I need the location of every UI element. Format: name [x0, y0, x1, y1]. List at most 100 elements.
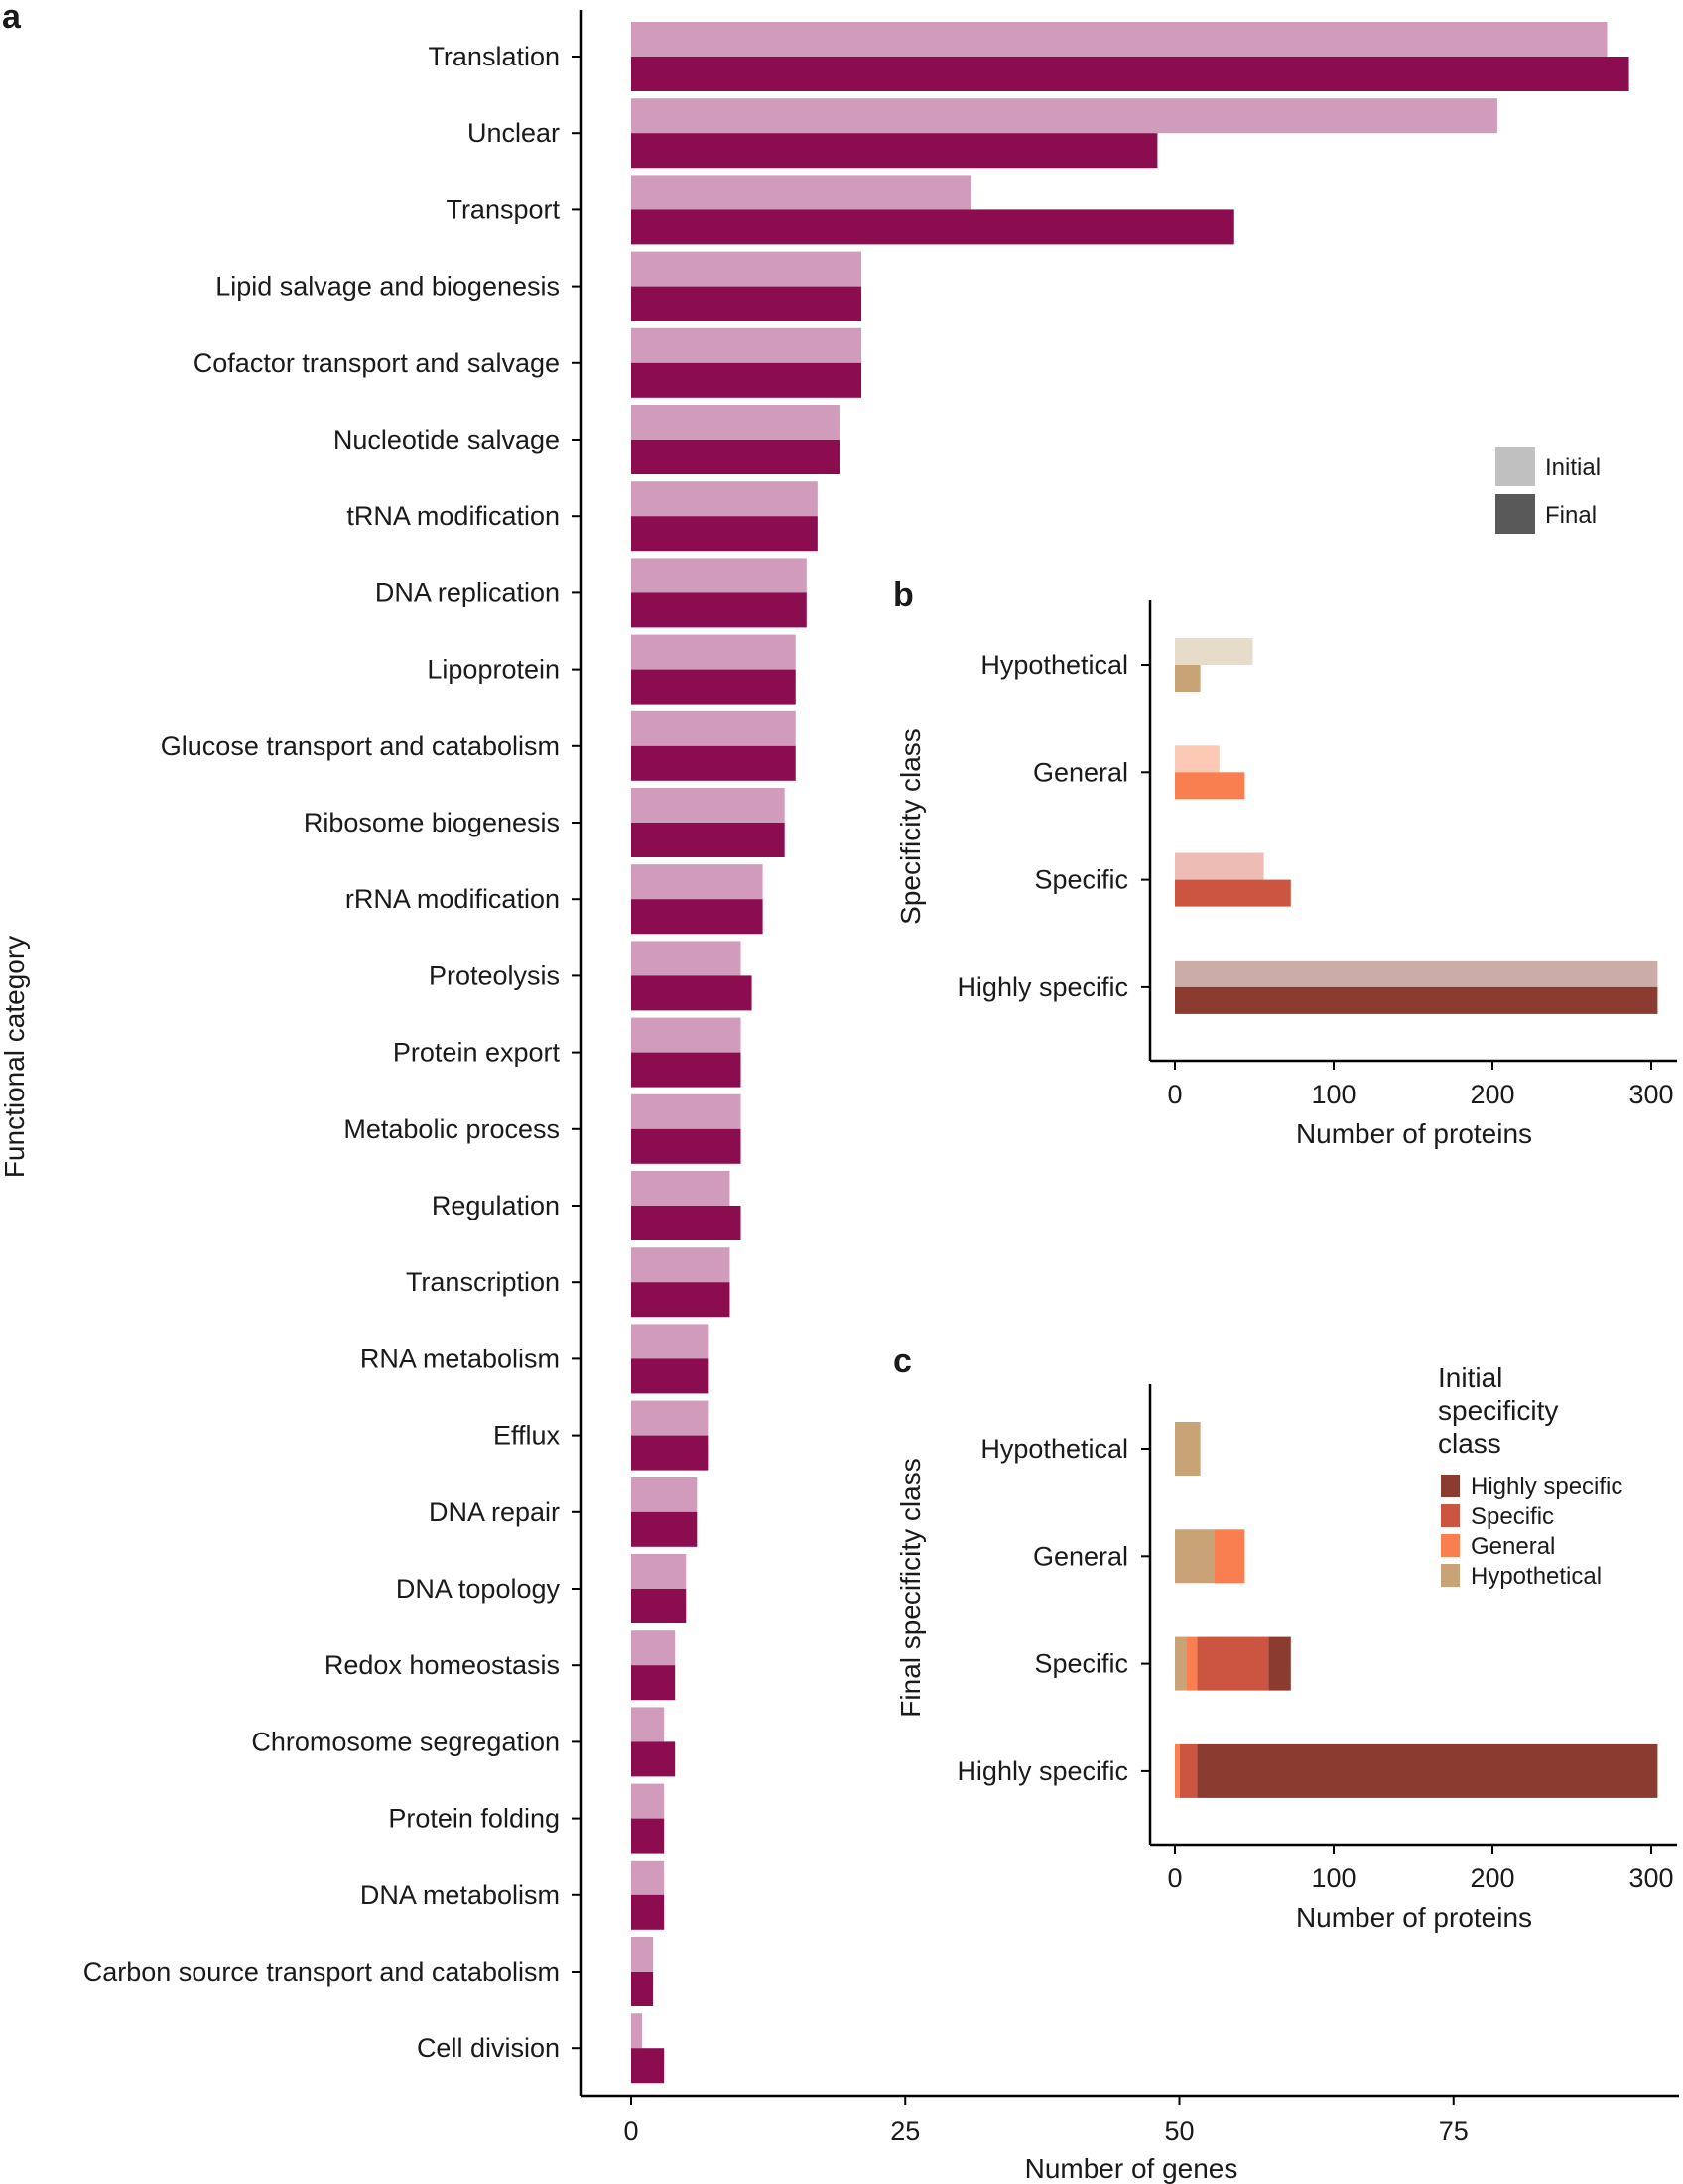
- y-tick-label: Regulation: [432, 1191, 560, 1220]
- y-tick-label: Redox homeostasis: [324, 1650, 560, 1680]
- bar-initial-trna-modification: [631, 481, 818, 517]
- bar-initial-cofactor-transport-and-salvage: [631, 327, 862, 363]
- bar-initial-specific-final-highly-specific: [1179, 1743, 1198, 1798]
- legend-swatch-specific: [1441, 1504, 1460, 1527]
- y-tick-label: General: [1033, 1541, 1128, 1571]
- bar-final-transport: [631, 209, 1234, 245]
- x-tick-label: 25: [890, 2117, 920, 2146]
- bar-final-ribosome-biogenesis: [631, 823, 785, 857]
- legend-swatch-highly-specific: [1441, 1475, 1460, 1497]
- y-tick-label: Hypothetical: [980, 650, 1128, 680]
- bar-final-dna-replication: [631, 592, 807, 628]
- bar-final-cofactor-transport-and-salvage: [631, 362, 862, 398]
- y-tick-label: Transcription: [406, 1267, 560, 1297]
- bar-initial-highly-specific-final-specific: [1268, 1636, 1291, 1691]
- bar-initial-proteolysis: [631, 941, 741, 976]
- bar-initial-translation: [631, 22, 1608, 57]
- y-tick-label: Hypothetical: [980, 1434, 1128, 1464]
- bar-final-rrna-modification: [631, 899, 763, 935]
- x-tick-label: 75: [1439, 2117, 1469, 2146]
- bar-initial-hypothetical: [1175, 638, 1253, 665]
- bar-initial-general: [1175, 745, 1220, 773]
- x-axis-title: Number of proteins: [1296, 1902, 1532, 1933]
- bar-initial-lipid-salvage-and-biogenesis: [631, 251, 862, 287]
- bar-final-carbon-source-transport-and-catabolism: [631, 1972, 654, 2006]
- y-tick-label: DNA replication: [375, 578, 560, 607]
- bar-final-protein-export: [631, 1052, 741, 1088]
- legend-label-hypothetical: Hypothetical: [1471, 1563, 1602, 1590]
- bar-final-trna-modification: [631, 516, 818, 552]
- bar-initial-dna-topology: [631, 1554, 687, 1589]
- y-tick-label: Proteolysis: [429, 961, 560, 990]
- bar-initial-glucose-transport-and-catabolism: [631, 710, 796, 746]
- bar-initial-specific: [1175, 852, 1264, 880]
- bar-final-dna-topology: [631, 1589, 687, 1623]
- bar-final-highly-specific: [1175, 986, 1658, 1014]
- y-tick-label: Specific: [1034, 865, 1128, 895]
- legend-label-general: General: [1471, 1533, 1555, 1560]
- bar-initial-hypothetical-final-general: [1175, 1529, 1215, 1584]
- x-tick-label: 200: [1470, 1080, 1514, 1109]
- panel-letter-a: a: [2, 0, 22, 36]
- bar-final-unclear: [631, 133, 1158, 169]
- bar-final-metabolic-process: [631, 1128, 741, 1164]
- y-tick-label: Glucose transport and catabolism: [161, 731, 560, 761]
- bar-initial-highly-specific-final-highly-specific: [1197, 1743, 1658, 1798]
- y-tick-label: Highly specific: [957, 972, 1128, 1002]
- x-tick-label: 0: [1167, 1080, 1182, 1109]
- x-axis-title: Number of proteins: [1296, 1118, 1532, 1149]
- bar-initial-efflux: [631, 1400, 709, 1436]
- legend-label-specific: Specific: [1471, 1503, 1554, 1530]
- bar-initial-dna-metabolism: [631, 1860, 665, 1895]
- y-tick-label: rRNA modification: [345, 884, 560, 914]
- bar-initial-hypothetical-final-hypothetical: [1175, 1422, 1201, 1476]
- y-tick-label: Protein folding: [388, 1804, 560, 1834]
- bar-initial-unclear: [631, 98, 1497, 134]
- bar-initial-general-final-highly-specific: [1175, 1743, 1180, 1798]
- bar-initial-rrna-modification: [631, 864, 763, 900]
- legend-title-line: Initial: [1438, 1362, 1502, 1393]
- legend-swatch-hypothetical: [1441, 1564, 1460, 1587]
- y-tick-label: Transport: [446, 194, 560, 224]
- bar-initial-transcription: [631, 1247, 730, 1283]
- bar-final-cell-division: [631, 2048, 665, 2084]
- legend-label-highly-specific: Highly specific: [1471, 1474, 1622, 1500]
- bar-initial-redox-homeostasis: [631, 1630, 676, 1666]
- bar-initial-metabolic-process: [631, 1093, 741, 1129]
- bar-initial-general-final-general: [1215, 1529, 1245, 1584]
- x-tick-label: 200: [1470, 1863, 1514, 1893]
- y-tick-label: Translation: [428, 42, 560, 71]
- y-tick-label: Specific: [1034, 1649, 1128, 1679]
- bar-initial-dna-repair: [631, 1477, 698, 1512]
- x-tick-label: 300: [1628, 1080, 1673, 1109]
- y-tick-label: Nucleotide salvage: [333, 425, 560, 454]
- y-tick-label: Unclear: [467, 118, 560, 148]
- bar-initial-nucleotide-salvage: [631, 405, 840, 440]
- y-tick-label: Carbon source transport and catabolism: [83, 1957, 560, 1987]
- bar-final-lipid-salvage-and-biogenesis: [631, 286, 862, 321]
- legend-label-final: Final: [1545, 502, 1597, 529]
- bar-final-rna-metabolism: [631, 1358, 709, 1394]
- y-tick-label: Protein export: [393, 1038, 561, 1068]
- bar-final-protein-folding: [631, 1818, 665, 1854]
- bar-initial-highly-specific: [1175, 960, 1658, 987]
- bar-initial-chromosome-segregation: [631, 1707, 665, 1742]
- x-axis-title: Number of genes: [1025, 2153, 1238, 2184]
- bar-initial-lipoprotein: [631, 634, 796, 670]
- bar-final-general: [1175, 772, 1245, 800]
- bar-initial-dna-replication: [631, 558, 807, 593]
- bar-final-hypothetical: [1175, 665, 1201, 692]
- bar-final-efflux: [631, 1435, 709, 1471]
- x-tick-label: 0: [1167, 1863, 1182, 1893]
- y-tick-label: Ribosome biogenesis: [304, 808, 560, 837]
- bar-final-proteolysis: [631, 975, 752, 1011]
- panel-letter-b: b: [893, 577, 914, 614]
- y-tick-label: Cofactor transport and salvage: [194, 348, 560, 378]
- y-tick-label: Lipoprotein: [427, 655, 560, 685]
- bar-initial-cell-division: [631, 2013, 643, 2049]
- y-axis-title: Final specificity class: [895, 1458, 926, 1717]
- bar-final-glucose-transport-and-catabolism: [631, 745, 796, 781]
- legend-title-line: class: [1438, 1428, 1501, 1459]
